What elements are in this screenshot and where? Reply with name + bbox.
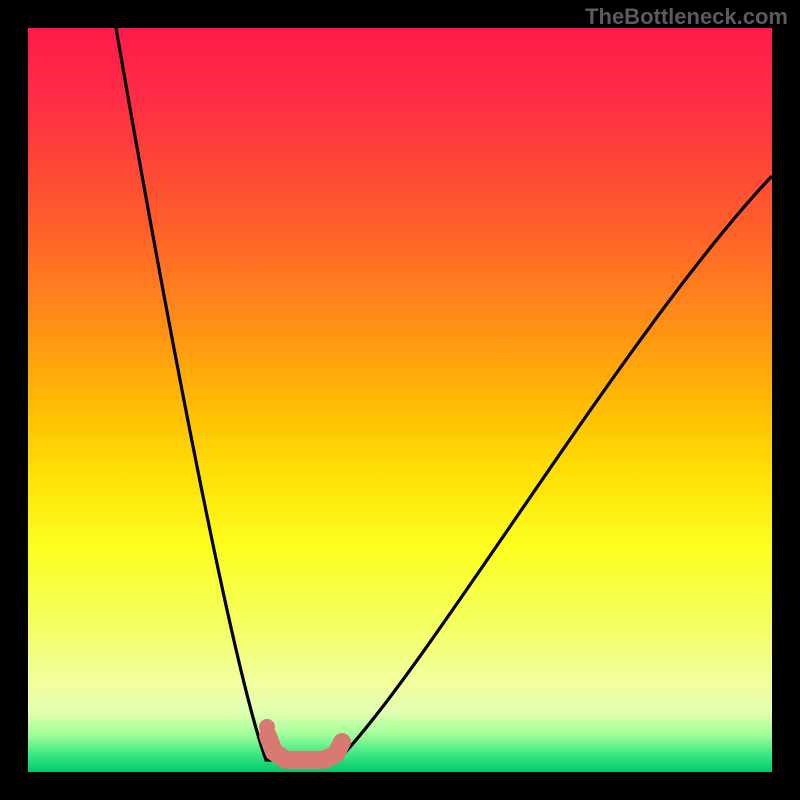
curve-layer — [28, 28, 772, 772]
chart-frame: TheBottleneck.com — [0, 0, 800, 800]
plot-area — [28, 28, 772, 772]
bottleneck-curve — [116, 28, 772, 760]
curve-marker-bottom — [268, 736, 342, 760]
watermark-text: TheBottleneck.com — [585, 4, 788, 30]
